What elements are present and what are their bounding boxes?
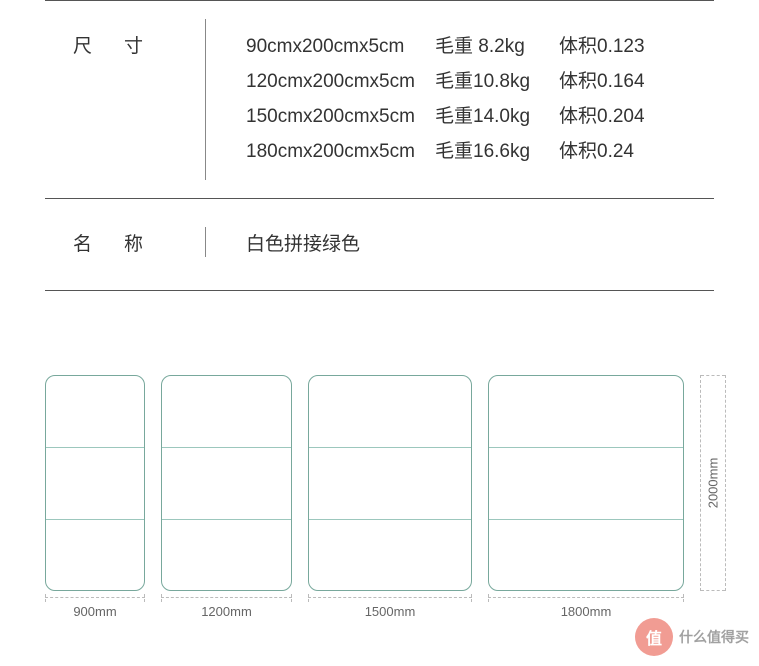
- weight: 毛重14.0kg: [435, 99, 545, 134]
- height-label: 2000mm: [706, 458, 721, 509]
- mat-shape: [308, 375, 472, 591]
- watermark-text: 什么值得买: [679, 627, 749, 647]
- volume: 体积0.24: [559, 134, 634, 169]
- spec-row-size: 尺寸 90cmx200cmx5cm 毛重 8.2kg 体积0.123 120cm…: [45, 0, 714, 198]
- volume: 体积0.204: [559, 99, 645, 134]
- size-row: 150cmx200cmx5cm 毛重14.0kg 体积0.204: [246, 99, 645, 134]
- mat-row: 2000mm: [45, 375, 745, 591]
- weight: 毛重 8.2kg: [435, 29, 545, 64]
- volume: 体积0.164: [559, 64, 645, 99]
- volume: 体积0.123: [559, 29, 645, 64]
- dim: 180cmx200cmx5cm: [246, 134, 421, 169]
- height-dimension: 2000mm: [700, 375, 726, 591]
- mat-shape: [488, 375, 684, 591]
- spec-label-name: 名称: [45, 227, 205, 256]
- mat-shape: [161, 375, 292, 591]
- width-label: 900mm: [45, 597, 145, 619]
- size-diagram: 2000mm 900mm 1200mm 1500mm 1800mm: [45, 375, 745, 635]
- spec-label-size: 尺寸: [45, 29, 205, 58]
- spec-row-name: 名称 白色拼接绿色: [45, 198, 714, 291]
- dim: 120cmx200cmx5cm: [246, 64, 421, 99]
- weight: 毛重10.8kg: [435, 64, 545, 99]
- spec-value-size: 90cmx200cmx5cm 毛重 8.2kg 体积0.123 120cmx20…: [206, 29, 645, 170]
- width-labels-row: 900mm 1200mm 1500mm 1800mm: [45, 597, 745, 619]
- weight: 毛重16.6kg: [435, 134, 545, 169]
- width-label: 1800mm: [488, 597, 684, 619]
- size-row: 90cmx200cmx5cm 毛重 8.2kg 体积0.123: [246, 29, 645, 64]
- dim: 90cmx200cmx5cm: [246, 29, 421, 64]
- spec-table: 尺寸 90cmx200cmx5cm 毛重 8.2kg 体积0.123 120cm…: [0, 0, 759, 291]
- size-row: 180cmx200cmx5cm 毛重16.6kg 体积0.24: [246, 134, 645, 169]
- width-label: 1500mm: [308, 597, 472, 619]
- mat-shape: [45, 375, 145, 591]
- dim: 150cmx200cmx5cm: [246, 99, 421, 134]
- watermark-icon: 值: [635, 618, 673, 656]
- size-row: 120cmx200cmx5cm 毛重10.8kg 体积0.164: [246, 64, 645, 99]
- width-label: 1200mm: [161, 597, 292, 619]
- watermark: 值 什么值得买: [635, 618, 749, 656]
- spec-value-name: 白色拼接绿色: [206, 227, 360, 262]
